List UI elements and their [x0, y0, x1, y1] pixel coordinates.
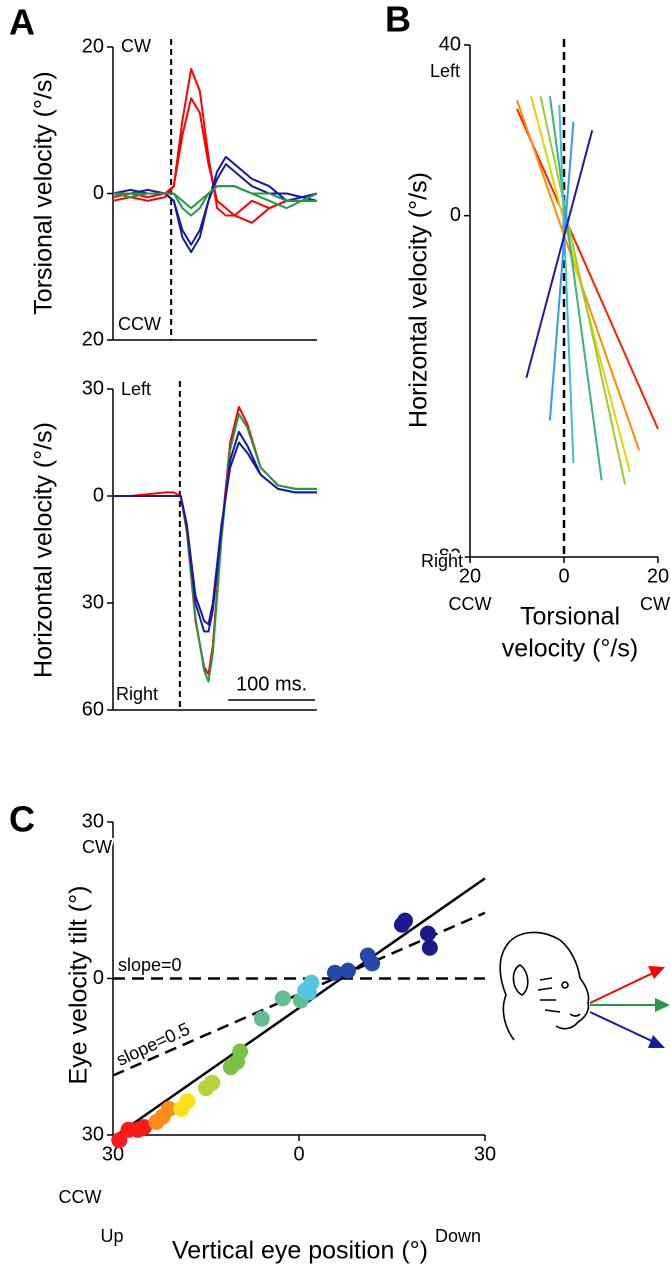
y-tick-label: 20	[82, 328, 104, 350]
data-point	[419, 925, 436, 942]
trace	[548, 96, 603, 481]
x-tick-label: 30	[474, 1143, 496, 1165]
x-axis-label: Torsional	[520, 603, 620, 631]
data-point	[339, 962, 356, 979]
annotation: CW	[121, 36, 151, 56]
y-axis-label: Horizontal velocity (°/s)	[30, 422, 58, 678]
annotation: CCW	[59, 1187, 102, 1207]
annotation: Right	[116, 684, 158, 704]
y-tick-label: 80	[439, 545, 461, 567]
data-point	[129, 1121, 146, 1138]
annotation: CW	[640, 594, 670, 614]
y-tick-label: 20	[82, 35, 104, 57]
arrowhead	[648, 1035, 665, 1048]
y-axis-label: Eye velocity tilt (°)	[65, 886, 93, 1085]
trace	[525, 130, 594, 379]
data-point	[326, 964, 343, 981]
annotation: Up	[100, 1226, 123, 1246]
annotation: Down	[435, 1226, 481, 1246]
y-tick-label: 30	[82, 377, 104, 399]
y-axis-label: Horizontal velocity (°/s)	[405, 172, 433, 428]
x-tick-label: 20	[647, 565, 669, 587]
panel-letter: B	[385, 0, 411, 40]
trace	[113, 430, 317, 633]
annotation: Left	[430, 61, 460, 81]
x-tick-label: 30	[102, 1143, 124, 1165]
trace	[113, 155, 318, 254]
data-point	[421, 939, 438, 956]
x-tick-label: 20	[459, 565, 481, 587]
trace	[558, 104, 575, 464]
trace	[516, 108, 659, 430]
data-point	[397, 912, 414, 929]
data-point	[222, 1059, 239, 1076]
annotation: CCW	[449, 594, 492, 614]
monkey-illustration	[499, 931, 590, 1041]
trace	[113, 412, 317, 683]
arrowhead	[648, 966, 665, 979]
arrow-down	[589, 1011, 655, 1043]
y-tick-label: 30	[82, 810, 104, 832]
direction-arrows	[589, 966, 670, 1048]
data-point	[300, 984, 317, 1001]
data-point	[232, 1043, 249, 1060]
data-point	[274, 990, 291, 1007]
y-tick-label: 40	[439, 33, 461, 55]
scale-bar-label: 100 ms.	[236, 673, 307, 695]
trace	[539, 95, 627, 485]
panel-letter: A	[9, 2, 35, 43]
x-tick-label: 0	[293, 1143, 304, 1165]
data-point	[111, 1132, 128, 1149]
trace	[112, 67, 317, 217]
y-tick-label: 60	[82, 698, 104, 720]
fit-label: slope=0	[118, 955, 182, 975]
data-point	[179, 1093, 196, 1110]
trace	[112, 185, 317, 210]
x-axis-label: Vertical eye position (°)	[172, 1237, 428, 1265]
annotation: Right	[421, 551, 463, 571]
y-tick-label: 0	[93, 967, 104, 989]
data-point	[253, 1010, 270, 1027]
data-point	[364, 955, 381, 972]
reference-line	[112, 911, 486, 1077]
arrowhead	[655, 998, 670, 1012]
annotation: Left	[121, 379, 151, 399]
y-tick-label: 30	[82, 591, 104, 613]
y-tick-label: 0	[450, 204, 461, 226]
data-point	[160, 1100, 177, 1117]
data-point	[204, 1074, 221, 1091]
fit-label: slope=0.5	[113, 1019, 193, 1070]
annotation: CCW	[118, 314, 161, 334]
y-tick-label: 0	[93, 182, 104, 204]
y-tick-label: 30	[82, 1123, 104, 1145]
trace	[112, 97, 317, 224]
annotation: CW	[82, 837, 112, 857]
data-point	[148, 1113, 165, 1130]
x-tick-label: 0	[558, 565, 569, 587]
y-tick-label: 0	[93, 484, 104, 506]
arrow-up	[589, 971, 656, 1004]
trace	[548, 121, 575, 421]
panel-letter: C	[9, 799, 35, 840]
y-axis-label: Torsional velocity (°/s)	[30, 71, 58, 314]
x-axis-label: velocity (°/s)	[502, 635, 638, 663]
